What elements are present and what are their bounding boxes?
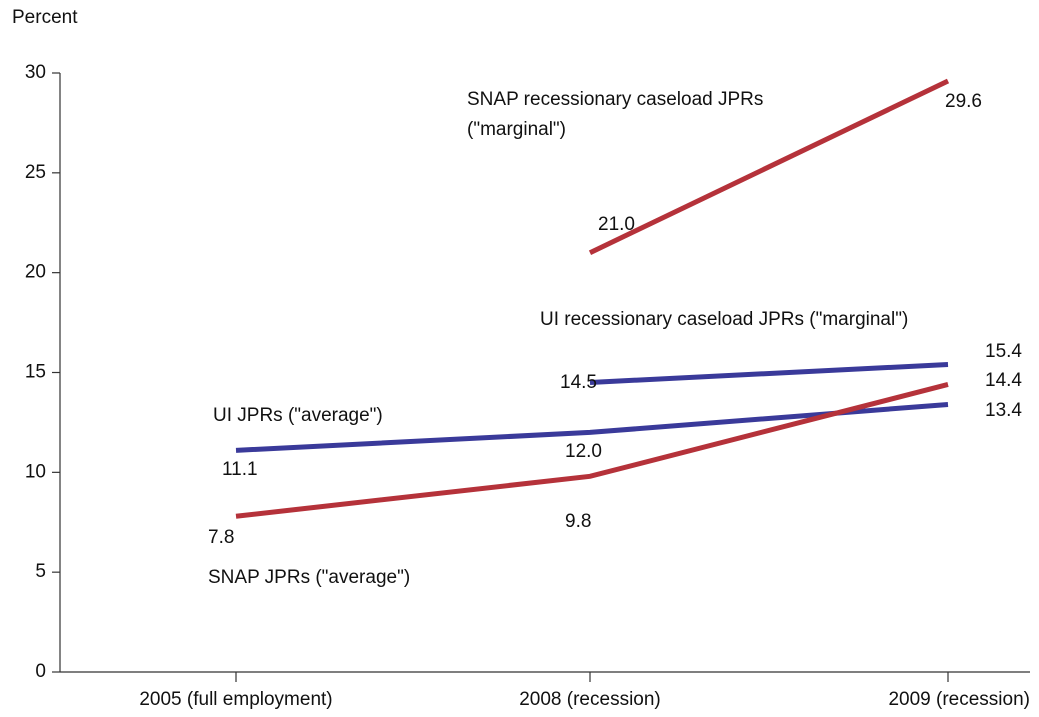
y-axis-label: Percent — [12, 7, 78, 28]
series-line — [588, 78, 950, 255]
y-tick-label: 10 — [25, 461, 46, 482]
series-label: SNAP recessionary caseload JPRs ("margin… — [467, 89, 764, 140]
series-line — [589, 362, 949, 385]
data-label: 29.6 — [945, 91, 982, 112]
x-tick-label: 2009 (recession) — [888, 689, 1030, 710]
y-tick-label: 30 — [25, 62, 46, 83]
series-label: SNAP JPRs ("average") — [208, 567, 411, 588]
data-label: 7.8 — [208, 527, 234, 548]
data-label: 12.0 — [565, 441, 602, 462]
data-label: 21.0 — [598, 214, 635, 235]
data-label: 14.4 — [985, 370, 1022, 391]
series-label: UI JPRs ("average") — [213, 405, 383, 426]
data-label: 14.5 — [560, 372, 597, 393]
data-label: 11.1 — [222, 459, 258, 480]
series-label: UI recessionary caseload JPRs ("marginal… — [540, 309, 909, 330]
y-tick-label: 15 — [25, 362, 46, 383]
series-line — [235, 382, 949, 519]
x-tick-label: 2005 (full employment) — [139, 689, 332, 710]
data-label: 15.4 — [985, 341, 1022, 362]
y-tick-label: 20 — [25, 262, 46, 283]
x-tick-label: 2008 (recession) — [519, 689, 661, 710]
data-label: 13.4 — [985, 400, 1022, 421]
y-tick-label: 25 — [25, 162, 46, 183]
y-tick-label: 0 — [35, 661, 46, 682]
data-label: 9.8 — [565, 511, 591, 532]
y-tick-label: 5 — [35, 561, 46, 582]
